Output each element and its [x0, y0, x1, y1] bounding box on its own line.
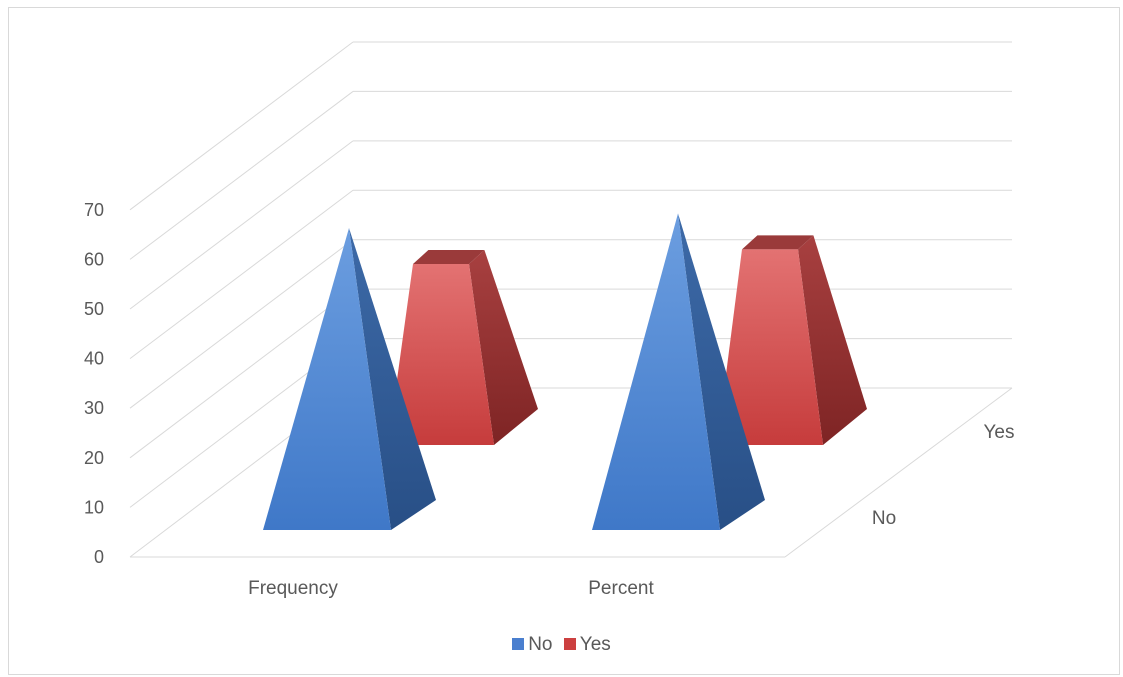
x-tick-label-percent: Percent: [588, 578, 654, 599]
y-tick-label-10: 10: [84, 497, 104, 517]
bar-yes-side-0: [469, 250, 538, 445]
y-tick-label-50: 50: [84, 299, 104, 319]
legend-label-no: No: [528, 634, 553, 655]
y-tick-label-30: 30: [84, 398, 104, 418]
y-tick-label-0: 0: [94, 547, 104, 567]
gridline-side-30: [129, 239, 354, 409]
y-axis-ticks: 0 10 20 30 40 50 60 70: [84, 200, 104, 567]
y-tick-label-40: 40: [84, 349, 104, 369]
gridline-side-60: [129, 91, 354, 260]
bar-yes-1: [717, 249, 823, 445]
bar-yes-side-1: [798, 235, 867, 445]
depth-tick-label-yes: Yes: [984, 422, 1015, 443]
chart-marks: [263, 213, 867, 531]
legend-swatch-yes: [563, 638, 576, 650]
bar-yes-top-1: [742, 235, 814, 250]
chart-frame: [8, 7, 1120, 675]
gridlines: [129, 41, 1013, 558]
legend-item-yes: Yes: [563, 634, 611, 656]
x-tick-label-frequency: Frequency: [248, 578, 338, 599]
bar-no-side-0: [349, 228, 436, 530]
bar-no-side-1: [678, 213, 765, 531]
axis-labels: Frequency Percent No Yes: [248, 422, 1014, 599]
bar-no-0: [263, 228, 391, 530]
legend-swatch-no: [512, 638, 525, 650]
gridline-side-40: [129, 189, 354, 359]
gridline-side-70: [129, 41, 354, 211]
y-tick-label-70: 70: [84, 200, 104, 220]
bar-no-1: [592, 213, 720, 531]
legend: No Yes: [0, 634, 1123, 656]
y-tick-label-60: 60: [84, 249, 104, 269]
gridline-side-50: [129, 140, 354, 310]
floor-right-edge: [784, 387, 1013, 558]
bar-yes-0: [388, 264, 494, 445]
gridline-side-20: [129, 288, 354, 459]
depth-tick-label-no: No: [872, 508, 896, 529]
bar-yes-top-0: [413, 250, 485, 264]
legend-item-no: No: [512, 634, 553, 656]
y-tick-label-20: 20: [84, 448, 104, 468]
legend-label-yes: Yes: [579, 634, 611, 655]
